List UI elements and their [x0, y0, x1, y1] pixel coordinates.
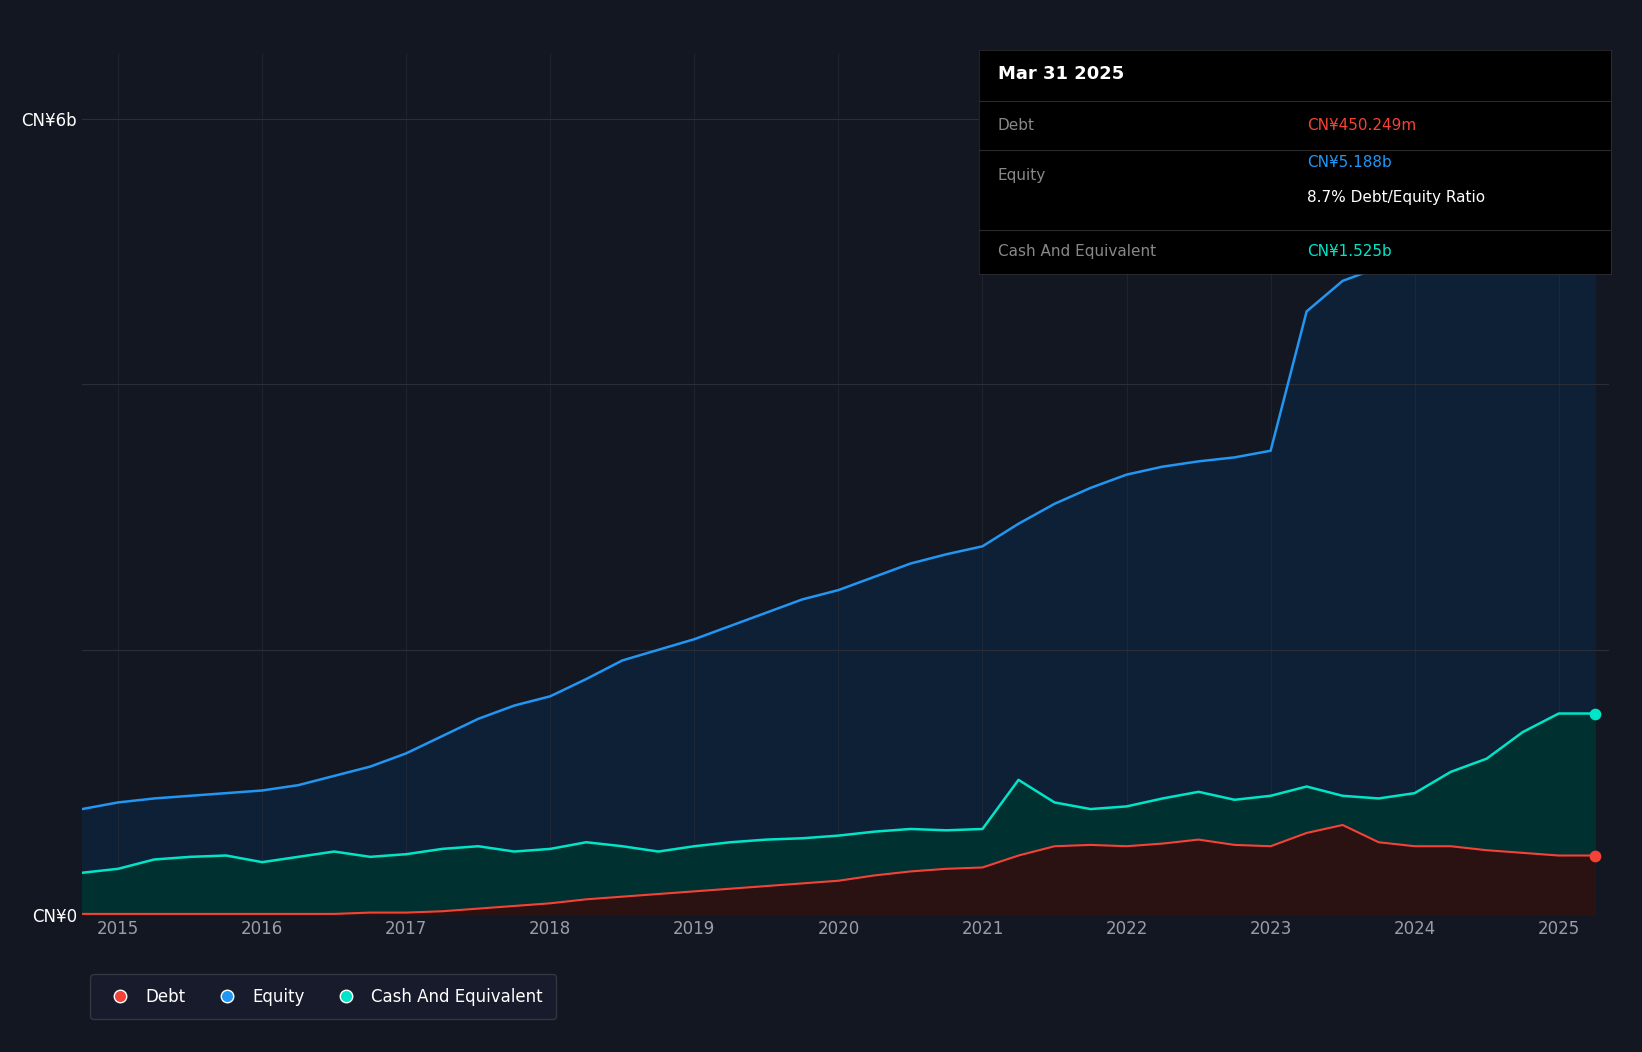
Text: CN¥5.188b: CN¥5.188b [1307, 155, 1392, 169]
Point [1581, 705, 1608, 722]
Text: 8.7% Debt/Equity Ratio: 8.7% Debt/Equity Ratio [1307, 190, 1486, 205]
Text: Debt: Debt [998, 118, 1034, 133]
Text: Cash And Equivalent: Cash And Equivalent [998, 244, 1156, 259]
Legend: Debt, Equity, Cash And Equivalent: Debt, Equity, Cash And Equivalent [90, 974, 557, 1019]
Text: CN¥450.249m: CN¥450.249m [1307, 118, 1417, 133]
Text: Mar 31 2025: Mar 31 2025 [998, 65, 1123, 83]
Text: Equity: Equity [998, 168, 1046, 183]
Point [1581, 847, 1608, 864]
Text: CN¥1.525b: CN¥1.525b [1307, 244, 1392, 259]
Point [1581, 218, 1608, 235]
